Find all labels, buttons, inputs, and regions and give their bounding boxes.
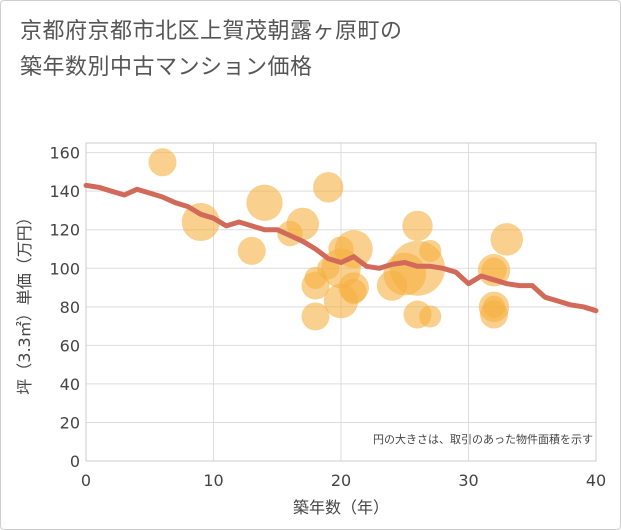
bubble-point	[181, 203, 220, 242]
chart-title: 京都府京都市北区上賀茂朝露ヶ原町の 築年数別中古マンション価格	[20, 14, 600, 86]
y-tick-label: 80	[60, 298, 80, 317]
x-tick-label: 30	[458, 471, 478, 490]
y-axis-label: 坪（3.3㎡）単価（万円）	[15, 209, 34, 394]
bubbles	[148, 148, 523, 331]
x-tick-label: 10	[203, 471, 223, 490]
annotation-note: 円の大きさは、取引のあった物件面積を示す	[373, 432, 593, 446]
bubble-point	[341, 278, 367, 305]
y-tick-label: 100	[49, 259, 80, 278]
bubble-point	[246, 184, 283, 221]
bubble-point	[301, 271, 330, 300]
title-line-2: 築年数別中古マンション価格	[20, 55, 313, 80]
y-tick-label: 120	[49, 221, 80, 240]
bubble-point	[419, 305, 442, 328]
x-tick-label: 20	[331, 471, 351, 490]
x-tick-labels: 0 10 20 30 40	[81, 471, 606, 490]
y-tick-label: 160	[49, 144, 80, 163]
y-tick-label: 20	[60, 413, 80, 432]
y-tick-label: 40	[60, 375, 80, 394]
bubble-point	[301, 302, 330, 331]
bubble-point	[490, 223, 523, 256]
x-tick-label: 40	[586, 471, 606, 490]
y-tick-label: 0	[70, 452, 80, 471]
y-tick-label: 60	[60, 336, 80, 355]
y-tick-labels: 0 20 40 60 80 100 120 140 160	[49, 144, 80, 471]
bubble-point	[148, 148, 177, 177]
bubble-point	[237, 236, 266, 265]
bubble-point	[419, 239, 442, 262]
trend-line	[83, 182, 599, 314]
bubble-point	[313, 172, 344, 203]
title-line-1: 京都府京都市北区上賀茂朝露ヶ原町の	[20, 19, 403, 44]
bubble-point	[482, 295, 506, 318]
plot-border	[85, 142, 597, 462]
y-tick-label: 140	[49, 182, 80, 201]
x-tick-label: 0	[81, 471, 91, 490]
bubble-point	[286, 207, 319, 241]
bubble-point	[402, 210, 433, 242]
x-axis-label: 築年数（年）	[293, 498, 389, 517]
